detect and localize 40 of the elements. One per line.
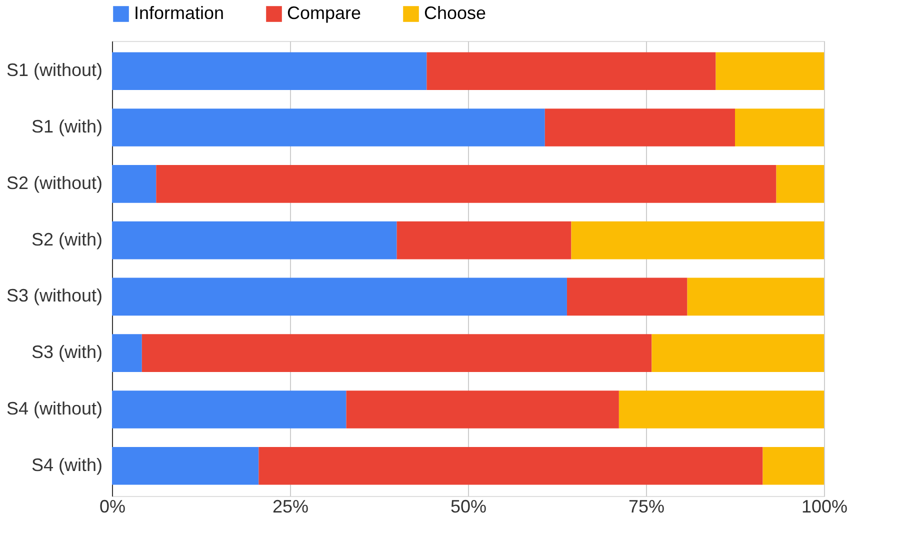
legend-label: Information: [134, 3, 224, 23]
x-tick-label: 50%: [450, 496, 487, 516]
bar: [652, 334, 824, 372]
bar: [112, 221, 397, 260]
y-tick-label: S1 (without): [6, 60, 102, 80]
y-tick-label: S2 (without): [6, 172, 102, 193]
x-tick-label: 25%: [272, 496, 309, 516]
x-tick-label: 100%: [801, 496, 848, 516]
bar: [396, 221, 572, 260]
bar: [346, 390, 619, 428]
bar: [735, 108, 824, 146]
bar: [566, 278, 688, 316]
bar: [112, 278, 567, 316]
bar: [112, 390, 346, 428]
bar: [618, 390, 824, 428]
bar: [544, 108, 735, 146]
bar: [142, 334, 652, 372]
y-tick-label: S4 (without): [6, 398, 102, 418]
bar: [687, 278, 824, 316]
legend-label: Compare: [287, 3, 362, 23]
y-tick-label: S1 (with): [31, 116, 102, 137]
bar: [762, 446, 824, 485]
bar: [776, 165, 824, 203]
bar: [112, 52, 427, 90]
bar: [716, 52, 824, 90]
x-tick-label: 75%: [628, 496, 665, 516]
bar: [426, 52, 716, 90]
bar: [112, 165, 156, 203]
bar: [571, 221, 824, 260]
legend-label: Choose: [424, 3, 486, 23]
bar: [112, 108, 545, 146]
y-tick-label: S3 (without): [6, 286, 102, 306]
y-tick-label: S3 (with): [31, 342, 102, 362]
bar: [258, 446, 763, 485]
bar: [156, 165, 776, 203]
bar: [112, 334, 142, 372]
y-tick-label: S2 (with): [31, 229, 102, 250]
y-tick-label: S4 (with): [31, 454, 102, 475]
x-tick-label: 0%: [99, 496, 126, 516]
bar: [112, 446, 259, 485]
